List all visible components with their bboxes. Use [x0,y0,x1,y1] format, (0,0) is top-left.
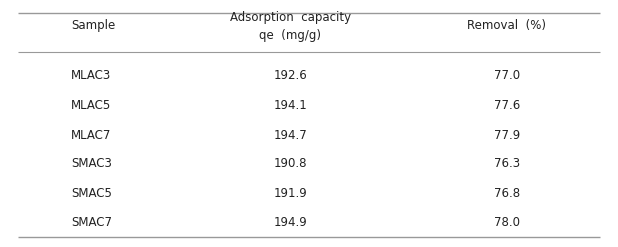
Text: 194.9: 194.9 [274,215,307,228]
Text: 76.3: 76.3 [494,157,520,169]
Text: SMAC7: SMAC7 [71,215,112,228]
Text: MLAC7: MLAC7 [71,128,111,142]
Text: 194.7: 194.7 [274,128,307,142]
Text: 76.8: 76.8 [494,186,520,200]
Text: 191.9: 191.9 [274,186,307,200]
Text: 190.8: 190.8 [274,157,307,169]
Text: Removal  (%): Removal (%) [467,20,546,33]
Text: MLAC3: MLAC3 [71,68,111,82]
Text: Sample: Sample [71,20,116,33]
Text: SMAC5: SMAC5 [71,186,112,200]
Text: 78.0: 78.0 [494,215,520,228]
Text: 77.9: 77.9 [494,128,520,142]
Text: 77.6: 77.6 [494,99,520,111]
Text: SMAC3: SMAC3 [71,157,112,169]
Text: 77.0: 77.0 [494,68,520,82]
Text: 194.1: 194.1 [274,99,307,111]
Text: MLAC5: MLAC5 [71,99,111,111]
Text: Adsorption  capacity
qe  (mg/g): Adsorption capacity qe (mg/g) [230,11,351,41]
Text: 192.6: 192.6 [274,68,307,82]
